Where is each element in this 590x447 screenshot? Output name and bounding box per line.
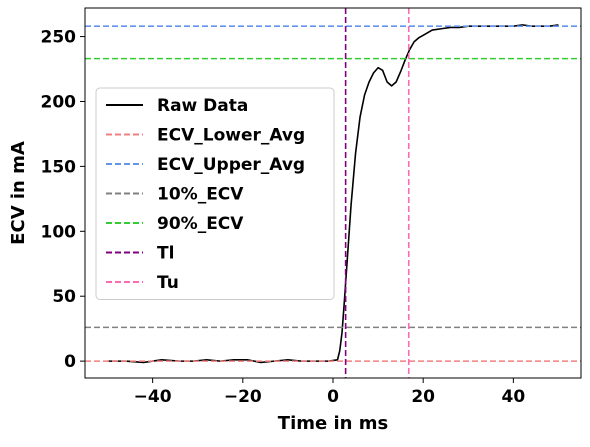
y-tick-label: 200	[41, 92, 77, 112]
y-tick-label: 100	[41, 222, 77, 242]
x-tick-label: 0	[327, 387, 339, 407]
legend-box	[95, 87, 335, 300]
legend-label: Tl	[157, 244, 174, 264]
y-axis-label: ECV in mA	[8, 141, 29, 245]
x-tick-label: −20	[224, 387, 262, 407]
axes: −40 −20 0 20 40 0 50 100 150 200 250	[41, 7, 582, 407]
legend-label: 90%_ECV	[157, 214, 244, 234]
x-tick-label: 40	[502, 387, 526, 407]
y-tick-label: 150	[41, 157, 77, 177]
y-tick-label: 0	[64, 352, 76, 372]
x-tick-label: 20	[411, 387, 435, 407]
legend-label: Raw Data	[157, 96, 248, 116]
legend-label: ECV_Lower_Avg	[157, 126, 305, 146]
legend-label: Tu	[157, 273, 179, 293]
legend-label: ECV_Upper_Avg	[157, 155, 305, 175]
legend: Raw Data ECV_Lower_Avg ECV_Upper_Avg 10%_EC…	[95, 87, 335, 300]
x-tick-label: −40	[134, 387, 172, 407]
series-raw-data	[107, 24, 559, 364]
series-layer	[85, 8, 581, 378]
legend-label: 10%_ECV	[157, 185, 244, 205]
y-tick-label: 250	[41, 28, 77, 48]
x-axis-label: Time in ms	[278, 413, 388, 434]
y-tick-label: 50	[52, 287, 76, 307]
